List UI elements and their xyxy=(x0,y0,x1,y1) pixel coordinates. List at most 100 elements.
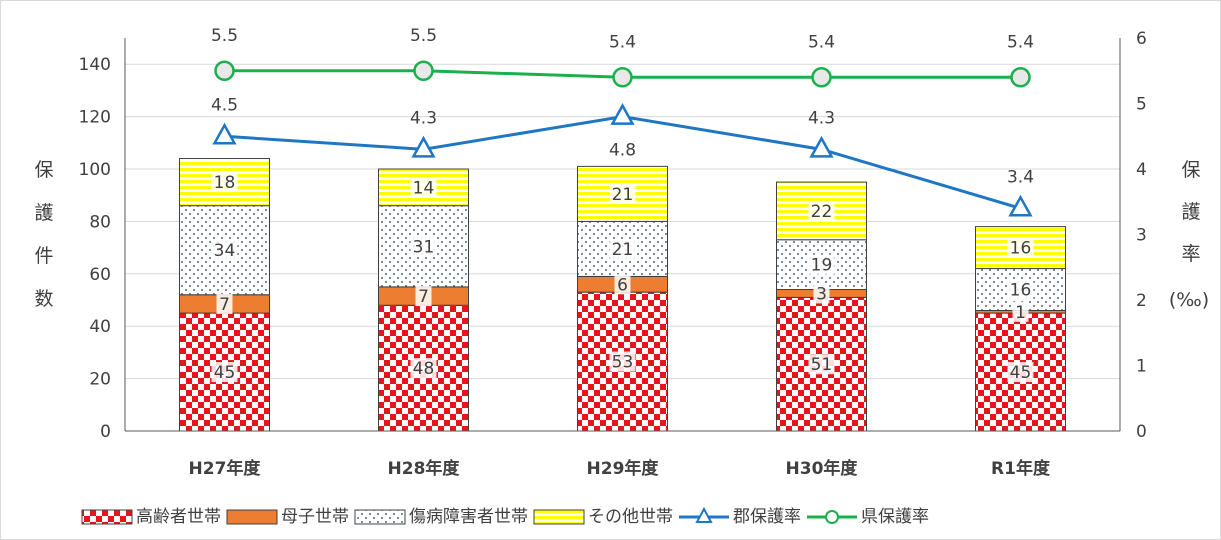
bar-data-label: 22 xyxy=(811,202,833,222)
bar-data-label: 31 xyxy=(413,237,435,257)
bar-data-label-bg xyxy=(216,293,233,314)
y-right-tick-label: 0 xyxy=(1136,422,1147,442)
bar-data-label-bg xyxy=(1007,279,1034,300)
bar-data-label: 16 xyxy=(1010,281,1032,301)
bar-data-label: 51 xyxy=(811,355,833,375)
bar-data-label: 18 xyxy=(214,173,236,193)
bar-data-label-bg xyxy=(609,351,636,372)
bar-data-label-bg xyxy=(211,172,238,193)
y-left-tick-label: 80 xyxy=(89,212,111,232)
line-point-marker xyxy=(413,60,434,81)
bar-data-label-bg xyxy=(609,238,636,259)
bar-data-label-bg xyxy=(410,358,437,379)
legend-label: 母子世帯 xyxy=(281,507,349,527)
bar-data-label-bg xyxy=(410,177,437,198)
bar-data-label: 14 xyxy=(413,178,435,198)
line-point-marker xyxy=(612,67,633,88)
bar-data-label: 48 xyxy=(413,359,435,379)
legend-swatch xyxy=(226,509,278,525)
bar-data-label-bg xyxy=(808,254,835,275)
line-data-label: 5.4 xyxy=(1007,32,1034,52)
bar-data-label: 7 xyxy=(418,287,429,307)
legend-swatch xyxy=(81,509,133,525)
legend-marker xyxy=(825,510,839,524)
y-left-axis-title-char: 件 xyxy=(34,245,53,267)
bar-data-label-bg xyxy=(1007,237,1034,258)
y-left-tick-label: 100 xyxy=(79,160,111,180)
bar-data-label: 3 xyxy=(816,284,827,304)
legend-label: その他世帯 xyxy=(588,507,673,527)
bar-data-label: 21 xyxy=(612,240,634,260)
y-right-tick-label: 3 xyxy=(1136,226,1147,246)
line-data-label: 4.3 xyxy=(410,108,437,128)
legend-marker xyxy=(695,506,713,523)
legend-label: 郡保護率 xyxy=(733,507,801,527)
legend-label: 県保護率 xyxy=(861,507,929,527)
y-right-axis-title-char: 保 xyxy=(1181,159,1200,181)
line-data-label: 5.4 xyxy=(609,32,636,52)
y-right-axis-unit: (‰) xyxy=(1169,289,1209,311)
x-category-label: H29年度 xyxy=(587,458,660,479)
bar-data-label: 19 xyxy=(811,256,833,276)
line-point-marker xyxy=(411,135,436,158)
bar-data-label: 45 xyxy=(214,363,236,383)
bar-data-label-bg xyxy=(614,274,631,295)
legend-swatch xyxy=(533,509,585,525)
y-right-axis-title-char: 護 xyxy=(1181,201,1200,223)
bar-data-label: 6 xyxy=(617,275,628,295)
y-right-tick-label: 6 xyxy=(1136,29,1147,49)
y-left-tick-label: 40 xyxy=(89,317,111,337)
y-left-axis-title-char: 保 xyxy=(34,159,53,181)
line-data-label: 5.4 xyxy=(808,32,835,52)
bar-data-label-bg xyxy=(609,183,636,204)
bar-data-label-bg xyxy=(211,362,238,383)
bar-data-label-bg xyxy=(1007,362,1034,383)
y-right-tick-label: 4 xyxy=(1136,160,1147,180)
bar-data-label-bg xyxy=(808,354,835,375)
y-left-tick-label: 120 xyxy=(79,108,111,128)
line-data-label: 5.5 xyxy=(410,26,437,46)
line-data-label: 5.5 xyxy=(211,26,238,46)
bar-data-label-bg xyxy=(1012,301,1029,322)
line-data-label: 4.5 xyxy=(211,95,238,115)
x-category-label: H28年度 xyxy=(388,458,461,479)
bar-data-label: 45 xyxy=(1010,363,1032,383)
x-category-label: R1年度 xyxy=(991,458,1051,479)
y-right-tick-label: 2 xyxy=(1136,291,1147,311)
bar-data-label: 53 xyxy=(612,353,634,373)
bar-data-label: 1 xyxy=(1015,303,1026,323)
legend-label: 高齢者世帯 xyxy=(136,507,221,527)
y-right-axis-title-char: 率 xyxy=(1181,243,1200,265)
bar-data-label-bg xyxy=(415,286,432,307)
bar-data-label: 7 xyxy=(219,295,230,315)
bar-data-label-bg xyxy=(813,283,830,304)
y-left-axis-title-char: 護 xyxy=(34,202,53,224)
y-right-tick-label: 1 xyxy=(1136,357,1147,377)
y-left-tick-label: 0 xyxy=(100,422,111,442)
legend-label: 傷病障害者世帯 xyxy=(409,507,528,527)
y-left-axis-title-char: 数 xyxy=(34,288,53,310)
y-left-tick-label: 140 xyxy=(79,55,111,75)
legend-swatch xyxy=(354,509,406,525)
line-point-marker xyxy=(1008,194,1033,217)
y-left-tick-label: 60 xyxy=(89,265,111,285)
bar-data-label-bg xyxy=(410,236,437,257)
y-left-tick-label: 20 xyxy=(89,370,111,390)
line-point-marker xyxy=(1010,67,1031,88)
bar-data-label: 16 xyxy=(1010,239,1032,259)
line-point-marker xyxy=(610,103,635,125)
y-right-tick-label: 5 xyxy=(1136,95,1147,115)
bar-data-label-bg xyxy=(211,240,238,261)
line-point-marker xyxy=(809,135,834,158)
x-category-label: H27年度 xyxy=(189,458,262,479)
line-data-label: 4.3 xyxy=(808,108,835,128)
line-data-label: 3.4 xyxy=(1007,167,1034,187)
line-point-marker xyxy=(212,122,237,145)
line-point-marker xyxy=(811,67,832,88)
bar-data-label: 21 xyxy=(612,185,634,205)
x-category-label: H30年度 xyxy=(786,458,859,479)
line-data-label: 4.8 xyxy=(609,141,636,161)
bar-data-label: 34 xyxy=(214,241,236,261)
